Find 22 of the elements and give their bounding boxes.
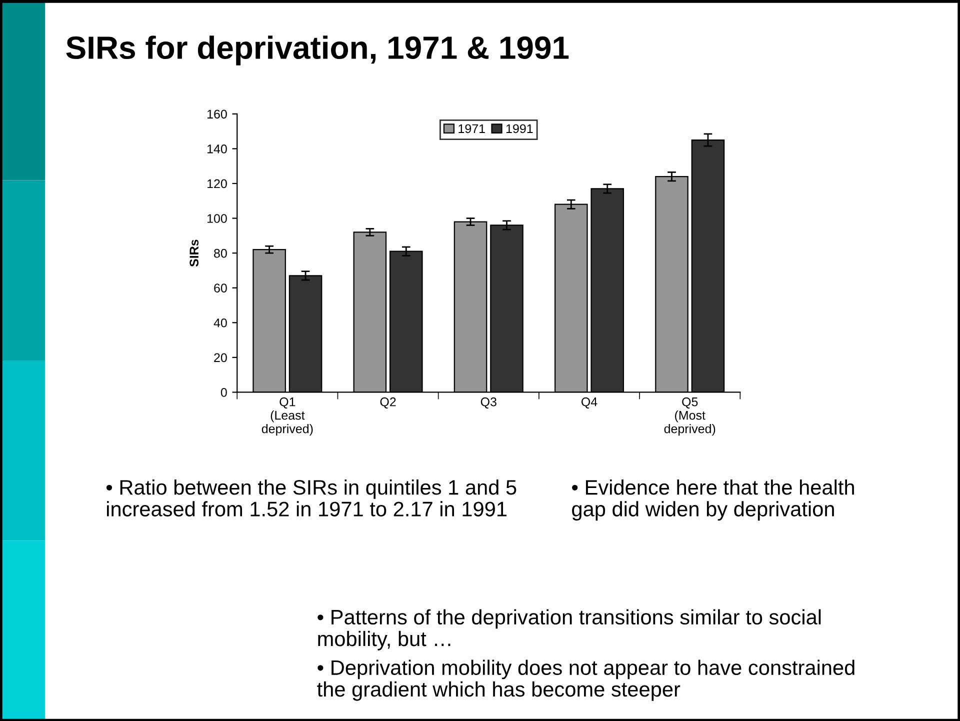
x-tick-label: Q3 bbox=[480, 397, 496, 409]
y-tick-label: 140 bbox=[207, 144, 227, 154]
text: • Ratio between the SIRs in quintiles 1 and 5 increased from 1.52 in 1971 to 2.17 in 1991 bbox=[106, 479, 516, 516]
legend-label: 1971 bbox=[458, 124, 485, 134]
chart-title: SIRs for deprivation, 1971 & 1991 bbox=[66, 36, 569, 66]
x-tick-label: Q2 bbox=[380, 397, 396, 409]
text: • Patterns of the deprivation transitions similar to social mobility, but … bbox=[318, 609, 821, 650]
x-tick-label: Q4 bbox=[582, 397, 598, 409]
y-axis-title: SIRs bbox=[190, 240, 199, 267]
y-tick-label: 160 bbox=[207, 110, 227, 119]
legend-label: 1991 bbox=[506, 124, 533, 134]
text: • Deprivation mobility does not appear to have constrained the gradient which has become steeper bbox=[317, 660, 854, 701]
y-tick-label: 100 bbox=[207, 214, 227, 223]
y-tick-label: 0 bbox=[220, 388, 227, 397]
y-tick-label: 40 bbox=[214, 318, 227, 328]
y-tick-label: 20 bbox=[214, 353, 227, 362]
y-tick-label: 60 bbox=[214, 284, 227, 293]
x-tick-label: Q1 (Least deprived) bbox=[262, 397, 313, 436]
y-tick-label: 80 bbox=[214, 248, 227, 258]
x-tick-label: Q5 (Most deprived) bbox=[664, 397, 716, 436]
y-tick-label: 120 bbox=[207, 179, 227, 188]
text: • Evidence here that the health gap did widen by deprivation bbox=[572, 479, 854, 521]
